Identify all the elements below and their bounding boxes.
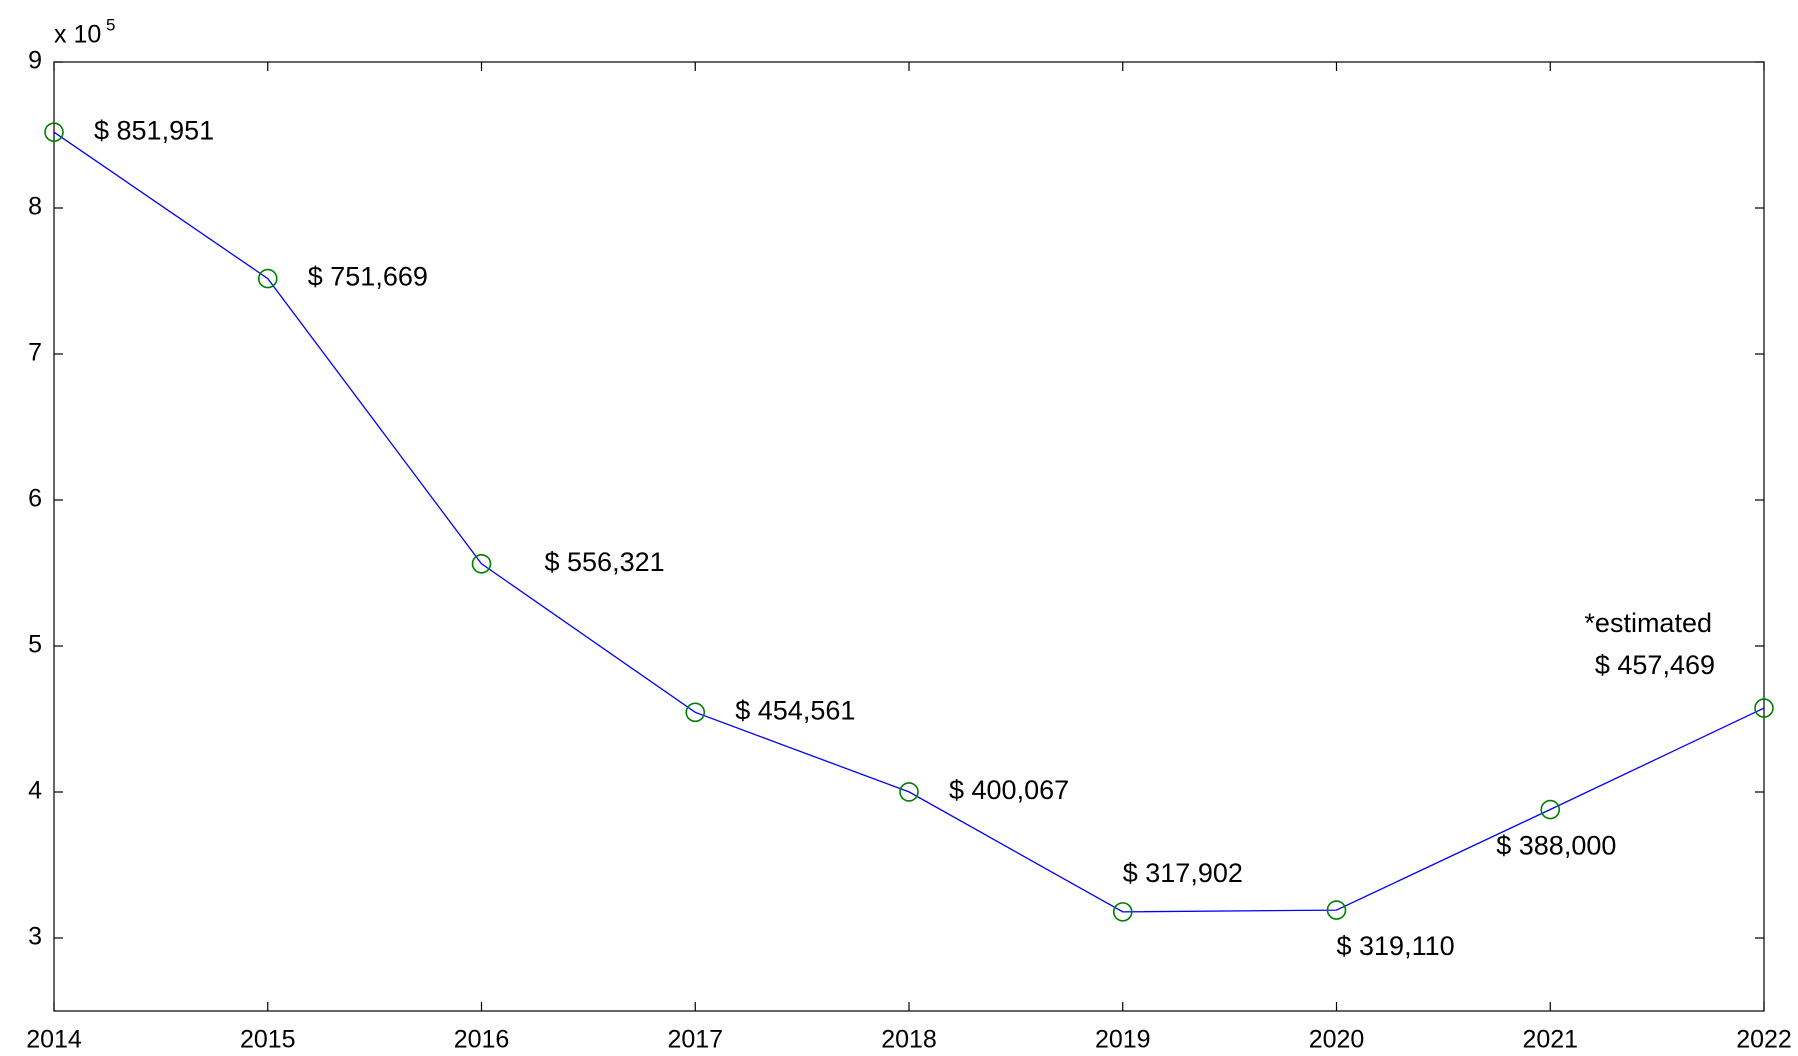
marker bbox=[44, 122, 64, 142]
x-tick-label: 2020 bbox=[1309, 1026, 1365, 1054]
y-tick-label: 8 bbox=[28, 193, 42, 221]
marker bbox=[685, 702, 706, 723]
x-tick-label: 2022 bbox=[1736, 1026, 1792, 1054]
data-label: $ 556,321 bbox=[545, 547, 665, 577]
x-tick-label: 2019 bbox=[1095, 1026, 1151, 1054]
annotation: *estimated bbox=[1584, 608, 1712, 638]
x-tick-label: 2015 bbox=[240, 1026, 296, 1054]
data-label: $ 319,110 bbox=[1337, 931, 1455, 961]
y-tick-label: 5 bbox=[28, 631, 42, 659]
marker bbox=[471, 553, 492, 574]
y-tick-label: 7 bbox=[28, 339, 42, 367]
x-tick-label: 2021 bbox=[1522, 1026, 1578, 1054]
data-label: $ 851,951 bbox=[94, 115, 214, 145]
data-label: $ 457,469 bbox=[1595, 650, 1715, 680]
marker bbox=[1754, 698, 1774, 718]
x-tick-label: 2018 bbox=[881, 1026, 937, 1054]
marker bbox=[257, 268, 278, 289]
line bbox=[53, 131, 1765, 913]
marker bbox=[1326, 900, 1347, 920]
y-tick-label: 9 bbox=[28, 47, 42, 75]
x-tick-label: 2016 bbox=[454, 1026, 510, 1054]
data-label: $ 751,669 bbox=[308, 262, 428, 292]
x-tick-label: 2014 bbox=[26, 1026, 82, 1054]
data-label: $ 317,902 bbox=[1123, 858, 1243, 888]
y-multiplier-exponent: 5 bbox=[106, 15, 115, 34]
data-label: $ 388,000 bbox=[1496, 831, 1616, 861]
data-label: $ 454,561 bbox=[735, 695, 855, 725]
marker bbox=[899, 782, 919, 802]
marker bbox=[1540, 799, 1561, 820]
x-tick-label: 2017 bbox=[667, 1026, 723, 1054]
y-tick-label: 4 bbox=[28, 777, 42, 805]
marker bbox=[1112, 902, 1133, 922]
plot-frame bbox=[53, 61, 1765, 1012]
y-tick-label: 3 bbox=[28, 923, 42, 951]
data-label: $ 400,067 bbox=[949, 775, 1069, 805]
y-multiplier: x 10 bbox=[54, 21, 101, 49]
y-tick-label: 6 bbox=[28, 485, 42, 513]
